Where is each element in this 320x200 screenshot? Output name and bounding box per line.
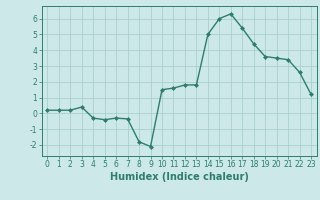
X-axis label: Humidex (Indice chaleur): Humidex (Indice chaleur) — [110, 172, 249, 182]
